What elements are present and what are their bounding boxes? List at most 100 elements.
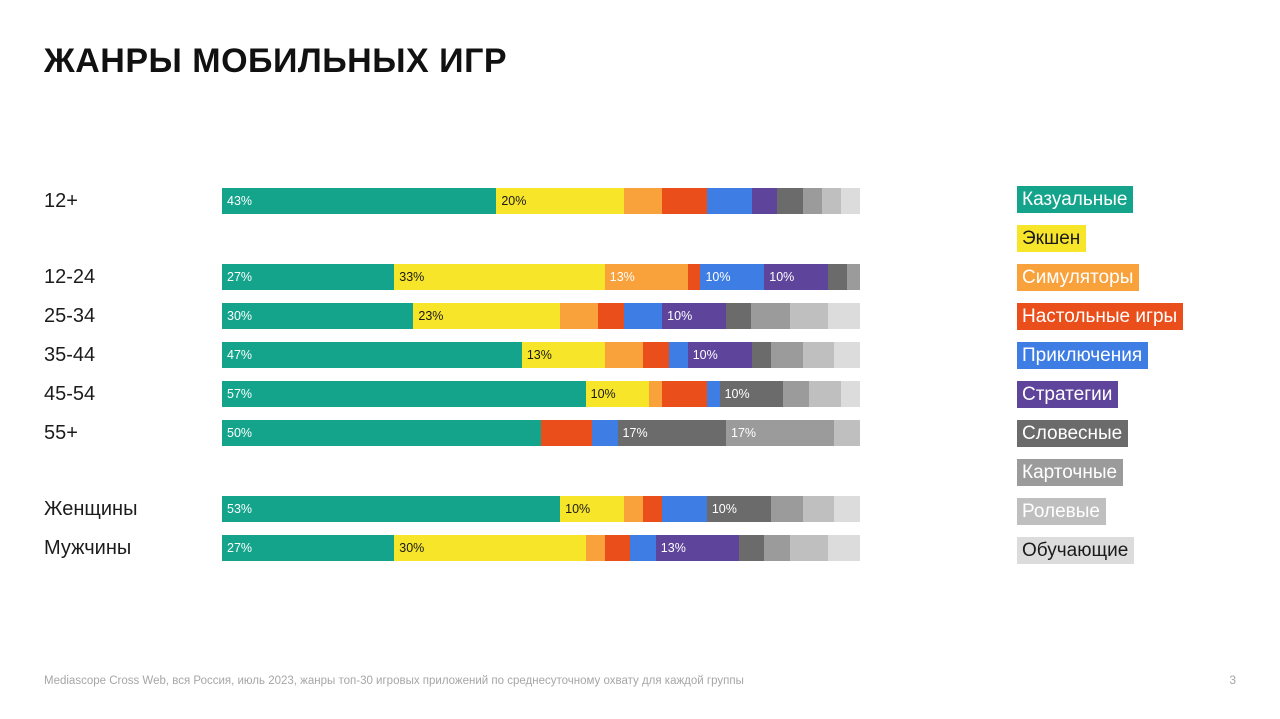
bar-segment: 27% <box>222 264 395 290</box>
legend-item: Обучающие <box>1017 537 1135 564</box>
segment-label: 10% <box>705 270 731 284</box>
bar-segment: 43% <box>222 188 497 214</box>
chart-rows: 12+ 43% 20% 12-24 27% 33% 13% 10% 10% 25-34 30% 23%… <box>44 188 860 574</box>
page-number: 3 <box>1229 673 1236 687</box>
bar-segment <box>847 264 860 290</box>
bar-segment: 10% <box>700 264 765 290</box>
bar-segment <box>630 535 656 561</box>
legend-label: Стратегии <box>1017 381 1119 408</box>
bar-segment <box>662 381 707 407</box>
segment-label: 17% <box>622 426 648 440</box>
chart-row: Мужчины 27% 30% 13% <box>44 535 860 561</box>
legend-label: Казуальные <box>1017 186 1134 213</box>
bar-segment <box>585 535 605 561</box>
legend-label: Ролевые <box>1017 498 1106 525</box>
bar-segment <box>623 303 663 329</box>
segment-label: 13% <box>526 348 552 362</box>
bar-segment <box>643 342 669 368</box>
bar-segment <box>649 381 663 407</box>
chart-row: Женщины 53% 10% 10% <box>44 496 860 522</box>
legend-item: Приключения <box>1017 342 1149 369</box>
row-label: 55+ <box>44 421 78 444</box>
chart-row: 55+ 50% 17% 17% <box>44 420 860 446</box>
segment-label: 57% <box>227 387 253 401</box>
bar-segment <box>623 188 663 214</box>
legend-label: Экшен <box>1017 225 1087 252</box>
bar-segment <box>604 535 631 561</box>
bar-segment <box>687 264 701 290</box>
bar-segment: 10% <box>585 381 650 407</box>
row-label: 12+ <box>44 189 78 212</box>
stacked-bar-chart: 12+ 43% 20% 12-24 27% 33% 13% 10% 10% 25-34 30% 23%… <box>44 188 860 574</box>
bar-segment: 13% <box>655 535 739 561</box>
segment-label: 13% <box>609 270 635 284</box>
legend-item: Настольные игры <box>1017 303 1184 330</box>
row-bar: 47% 13% 10% <box>222 342 860 368</box>
legend-item: Стратегии <box>1017 381 1119 408</box>
bar-segment: 10% <box>706 496 771 522</box>
bar-segment <box>560 303 599 329</box>
source-note: Mediascope Cross Web, вся Россия, июль 2… <box>44 675 744 687</box>
row-bar: 53% 10% 10% <box>222 496 860 522</box>
bar-segment <box>828 264 848 290</box>
bar-segment <box>770 496 803 522</box>
row-label: Мужчины <box>44 536 132 559</box>
segment-label: 27% <box>227 270 253 284</box>
bar-segment <box>802 188 822 214</box>
bar-segment: 13% <box>521 342 605 368</box>
bar-segment: 13% <box>604 264 688 290</box>
legend-label: Словесные <box>1017 420 1129 447</box>
segment-label: 10% <box>724 387 750 401</box>
bar-segment <box>808 381 841 407</box>
legend-label: Карточные <box>1017 459 1124 486</box>
bar-segment: 50% <box>222 420 541 446</box>
legend: Казуальные Экшен Симуляторы Настольные игры… <box>1017 186 1184 576</box>
segment-label: 27% <box>227 541 253 555</box>
bar-segment <box>828 303 860 329</box>
bar-segment <box>834 420 860 446</box>
row-bar: 43% 20% <box>222 188 860 214</box>
bar-segment <box>783 381 809 407</box>
bar-segment: 17% <box>617 420 726 446</box>
segment-label: 33% <box>399 270 425 284</box>
bar-segment <box>834 342 860 368</box>
legend-label: Симуляторы <box>1017 264 1140 291</box>
segment-label: 20% <box>501 194 527 208</box>
bar-segment <box>751 188 778 214</box>
bar-segment: 10% <box>719 381 784 407</box>
bar-segment <box>706 381 720 407</box>
bar-segment <box>541 420 593 446</box>
bar-segment <box>828 535 860 561</box>
segment-label: 30% <box>227 309 253 323</box>
page-title: ЖАНРЫ МОБИЛЬНЫХ ИГР <box>44 42 508 80</box>
bar-segment <box>751 303 790 329</box>
row-bar: 57% 10% 10% <box>222 381 860 407</box>
row-bar: 27% 30% 13% <box>222 535 860 561</box>
bar-segment: 30% <box>394 535 586 561</box>
row-label: Женщины <box>44 497 138 520</box>
bar-segment <box>834 496 860 522</box>
row-bar: 30% 23% 10% <box>222 303 860 329</box>
bar-segment: 27% <box>222 535 395 561</box>
legend-item: Симуляторы <box>1017 264 1140 291</box>
legend-item: Ролевые <box>1017 498 1106 525</box>
bar-segment <box>789 303 829 329</box>
segment-label: 50% <box>227 426 253 440</box>
segment-label: 10% <box>711 502 737 516</box>
legend-item: Карточные <box>1017 459 1124 486</box>
bar-segment <box>840 188 860 214</box>
bar-segment <box>604 342 644 368</box>
bar-segment: 20% <box>496 188 624 214</box>
segment-label: 10% <box>667 309 693 323</box>
segment-label: 43% <box>227 194 253 208</box>
bar-segment <box>668 342 688 368</box>
bar-segment <box>643 496 663 522</box>
bar-segment: 53% <box>222 496 561 522</box>
bar-segment <box>662 188 707 214</box>
row-label: 12-24 <box>44 265 96 288</box>
bar-segment <box>706 188 752 214</box>
segment-label: 10% <box>590 387 616 401</box>
bar-segment <box>777 188 803 214</box>
bar-segment: 10% <box>662 303 726 329</box>
